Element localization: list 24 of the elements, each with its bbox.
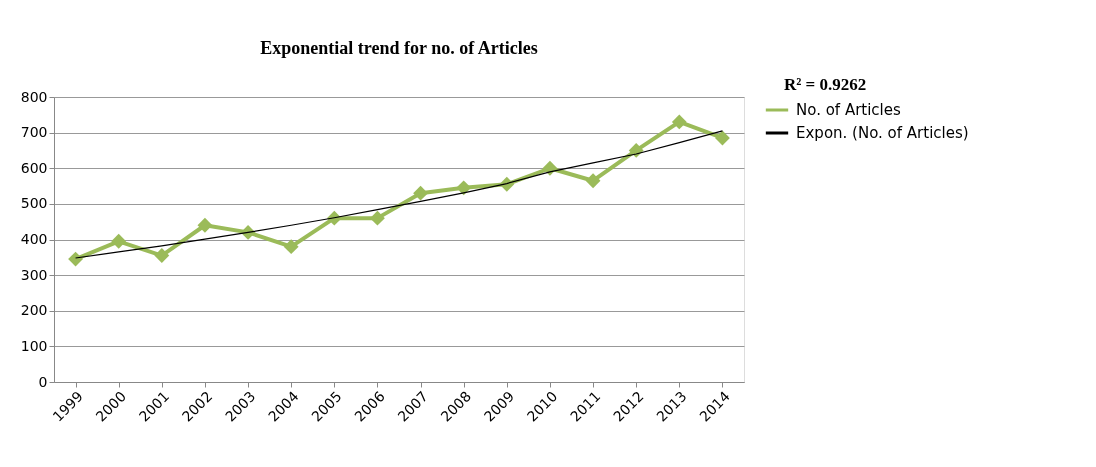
y-tick-label: 800 [20, 88, 48, 105]
text: R² = 0.9262 [784, 75, 867, 94]
point [154, 248, 170, 263]
y-tick-label: 400 [20, 231, 48, 247]
point [715, 130, 730, 146]
point [111, 233, 127, 249]
y-tick-label: 600 [20, 159, 48, 176]
point [413, 185, 428, 201]
point [456, 180, 472, 196]
y-tick-label: 500 [20, 195, 48, 212]
point [197, 217, 213, 233]
y-tick-label: 200 [20, 302, 48, 319]
y-tick-label: 700 [20, 124, 48, 141]
y-tick-label: 300 [20, 266, 48, 283]
point [542, 160, 558, 176]
y-tick-label: 0 [38, 373, 48, 390]
point [671, 114, 687, 130]
point [283, 239, 299, 255]
legend-label: Expon. (No. of Articles) [796, 124, 969, 142]
legend-label: No. of Articles [796, 101, 902, 119]
y-tick-label: 100 [20, 337, 48, 354]
point [585, 173, 601, 189]
chart-title: Exponential trend for no. of Articles [260, 38, 538, 58]
point [370, 210, 385, 226]
